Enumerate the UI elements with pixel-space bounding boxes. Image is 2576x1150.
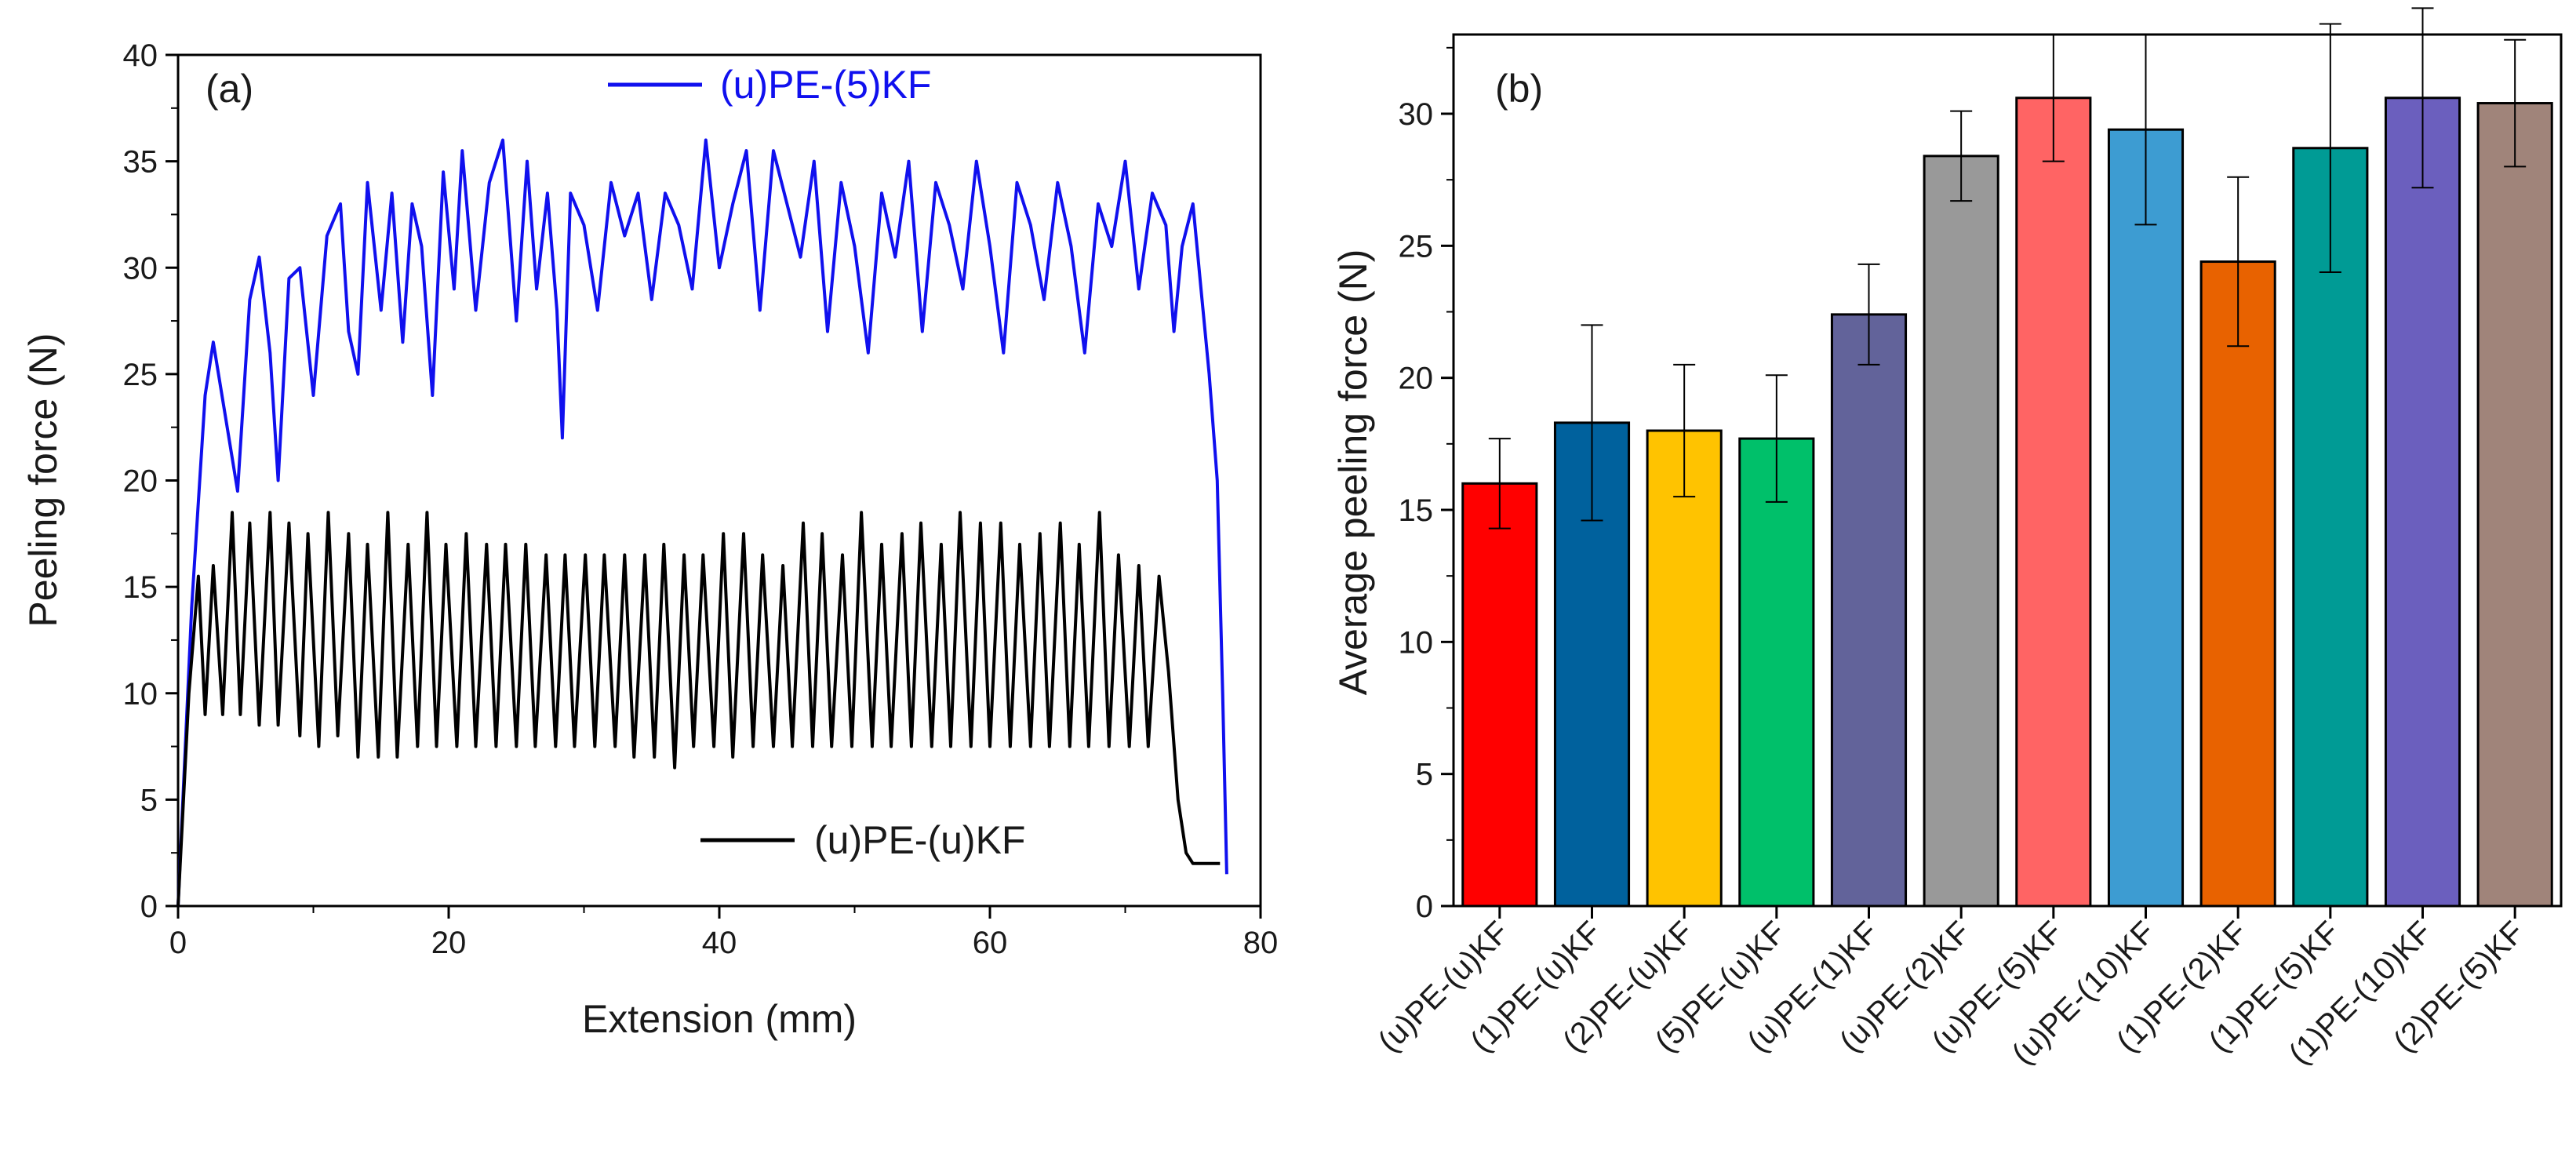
- b-y-tick-label-30: 30: [1399, 97, 1434, 132]
- a-y-tick-label-15: 15: [123, 570, 158, 605]
- panel-a-series: [176, 138, 1228, 907]
- bar-1-pe-5-kf: [2292, 147, 2369, 908]
- b-y-tick-label-15: 15: [1399, 493, 1434, 528]
- panel-a-x-ticks: 0 20 40 60 80: [169, 906, 1278, 960]
- b-y-tick-label-0: 0: [1416, 890, 1433, 924]
- b-y-tick-label-25: 25: [1399, 229, 1434, 264]
- a-x-tick-label-40: 40: [702, 926, 737, 960]
- bar-5-pe-u-kf: [1738, 437, 1815, 908]
- a-y-tick-label-40: 40: [123, 38, 158, 73]
- a-x-tick-label-80: 80: [1243, 926, 1279, 960]
- bar-1-pe-10-kf: [2384, 96, 2461, 908]
- a-y-tick-label-0: 0: [140, 890, 158, 924]
- panel-a-x-axis-title: Extension (mm): [582, 997, 857, 1041]
- a-y-tick-label-35: 35: [123, 145, 158, 180]
- panel-b-y-ticks: 0 5 10 15 20 25 30: [1399, 46, 1454, 924]
- a-y-tick-label-25: 25: [123, 358, 158, 392]
- a-x-tick-label-60: 60: [973, 926, 1008, 960]
- bar-1-pe-2-kf: [2199, 260, 2276, 908]
- bar-u-pe-2-kf: [1923, 155, 1999, 908]
- bar-u-pe-u-kf: [1461, 482, 1538, 908]
- a-y-tick-label-20: 20: [123, 464, 158, 499]
- b-y-tick-label-10: 10: [1399, 625, 1434, 660]
- legend-label-upe-5kf: (u)PE-(5)KF: [720, 63, 931, 107]
- panel-a-label: (a): [206, 67, 253, 111]
- panel-b-bars: [1461, 7, 2553, 908]
- bar-u-pe-5-kf: [2015, 96, 2092, 908]
- panel-b-category-labels: (u)PE-(u)KF(1)PE-(u)KF(2)PE-(u)KF(5)PE-(…: [1372, 906, 2531, 1072]
- panel-b-bar-chart: 0 5 10 15 20 25 30 (u)PE-(u)KF(1)PE-(u)KF(2)PE…: [1331, 7, 2563, 1072]
- panel-a-y-axis-title: Peeling force (N): [21, 333, 65, 627]
- bar-2-pe-5-kf: [2476, 102, 2553, 908]
- bar-u-pe-1-kf: [1830, 313, 1908, 908]
- bar-2-pe-u-kf: [1646, 429, 1723, 908]
- a-x-tick-label-20: 20: [431, 926, 467, 960]
- a-y-tick-label-10: 10: [123, 677, 158, 711]
- a-y-tick-label-5: 5: [140, 783, 158, 817]
- legend-label-upe-ukf: (u)PE-(u)KF: [814, 818, 1025, 862]
- a-x-tick-label-0: 0: [169, 926, 187, 960]
- panel-a-line-chart: 0 5 10 15 20 25 30 35 40 0 20 40 60 80 (a) Extension…: [21, 38, 1278, 1041]
- a-y-tick-label-30: 30: [123, 251, 158, 286]
- panel-b-label: (b): [1495, 67, 1543, 111]
- b-y-tick-label-20: 20: [1399, 362, 1434, 396]
- series-line-u-pe-5-kf: [176, 138, 1228, 907]
- b-y-tick-label-5: 5: [1416, 758, 1433, 792]
- bar-u-pe-10-kf: [2107, 128, 2185, 908]
- series-line-u-pe-u-kf: [176, 511, 1221, 907]
- panel-b-frame: [1452, 33, 2563, 908]
- panel-b-y-axis-title: Average peeling force (N): [1331, 249, 1375, 696]
- panel-a-frame: [176, 53, 1262, 908]
- panel-a-y-ticks: 0 5 10 15 20 25 30 35 40: [123, 38, 178, 924]
